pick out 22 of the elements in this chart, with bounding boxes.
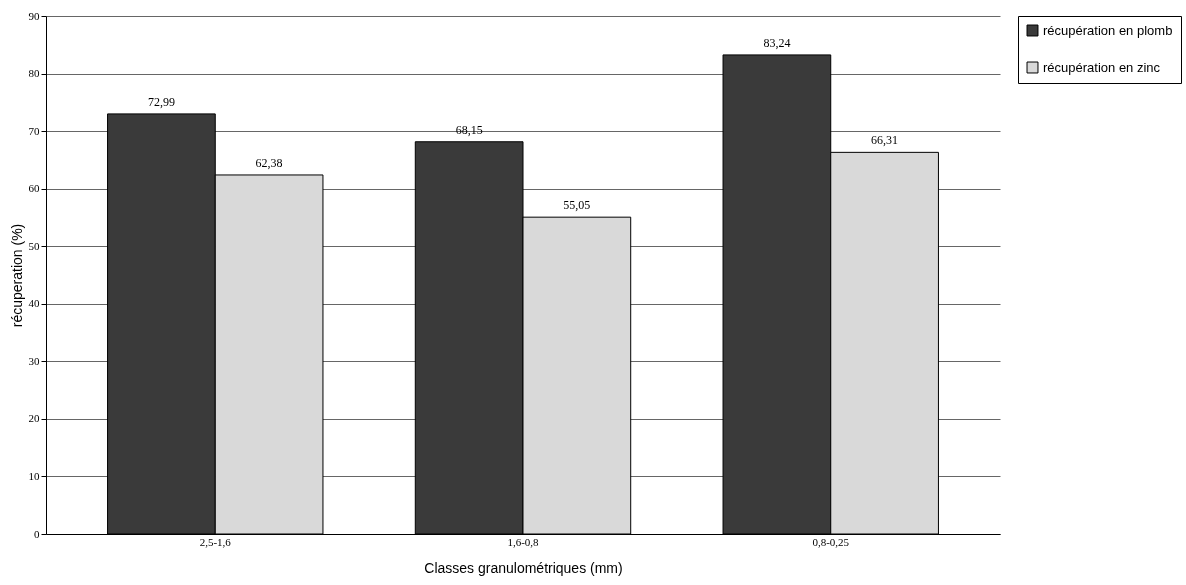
- data-label: 62,38: [255, 155, 283, 170]
- y-axis-title: récuperation (%): [8, 223, 25, 328]
- y-tick-label: 30: [28, 354, 40, 367]
- y-tick-label: 10: [28, 469, 40, 482]
- y-tick-label: 40: [28, 297, 40, 310]
- x-tick-label: 0,8-0,25: [812, 535, 850, 548]
- x-axis-title: Classes granulométriques (mm): [424, 559, 623, 576]
- data-label: 55,05: [563, 198, 591, 213]
- legend-label: récupération en plomb: [1043, 22, 1173, 38]
- x-tick-label: 1,6-0,8: [507, 535, 540, 548]
- y-tick-label: 80: [28, 67, 40, 80]
- data-label: 66,31: [871, 133, 899, 148]
- y-tick-label: 0: [34, 527, 40, 540]
- legend-label: récupération en zinc: [1043, 59, 1161, 75]
- y-tick-label: 50: [28, 239, 40, 252]
- y-tick-label: 20: [28, 412, 40, 425]
- x-tick-label: 2,5-1,6: [199, 535, 232, 548]
- y-tick-label: 70: [28, 124, 40, 137]
- data-label: 83,24: [763, 35, 791, 50]
- y-tick-label: 90: [28, 9, 40, 22]
- y-tick-label: 60: [28, 182, 40, 195]
- data-label: 72,99: [147, 94, 175, 109]
